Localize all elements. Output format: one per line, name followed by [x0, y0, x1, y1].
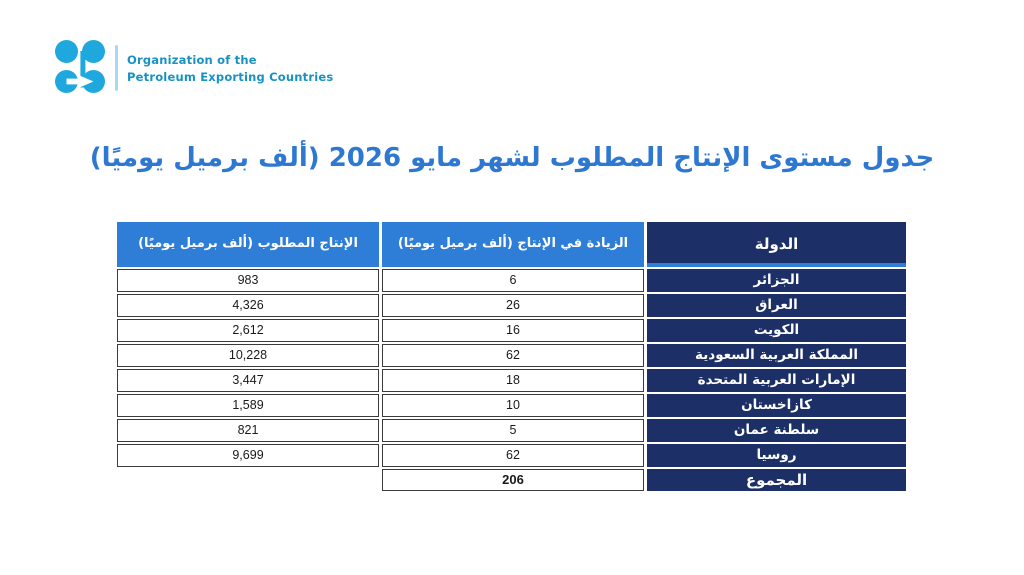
table-row-country: العراق	[647, 294, 906, 317]
table-row-increase: 26	[382, 294, 644, 317]
table-row-country: روسيا	[647, 444, 906, 467]
opec-wordmark: Organization of the Petroleum Exporting …	[127, 52, 333, 87]
table-row-country: الكويت	[647, 319, 906, 342]
header-country: الدولة	[647, 222, 906, 267]
header-required: الإنتاج المطلوب (ألف برميل يوميًا)	[117, 222, 379, 267]
table-row-country: الجزائر	[647, 269, 906, 292]
opec-wordmark-line1: Organization of the	[127, 53, 257, 67]
total-row-label: المجموع	[647, 469, 906, 491]
table-row-required: 821	[117, 419, 379, 442]
logo-divider	[115, 45, 118, 91]
opec-logo-icon	[55, 40, 105, 93]
table-row-required: 3,447	[117, 369, 379, 392]
table-row-increase: 62	[382, 444, 644, 467]
header-increase: الزيادة في الإنتاج (ألف برميل يوميًا)	[382, 222, 644, 267]
table-row-required: 983	[117, 269, 379, 292]
table-row-country: الإمارات العربية المتحدة	[647, 369, 906, 392]
table-row-increase: 5	[382, 419, 644, 442]
table-row-required: 4,326	[117, 294, 379, 317]
table-row-increase: 18	[382, 369, 644, 392]
table-row-required: 1,589	[117, 394, 379, 417]
table-row-increase: 62	[382, 344, 644, 367]
table-row-increase: 10	[382, 394, 644, 417]
total-row-increase: 206	[382, 469, 644, 491]
page-title: جدول مستوى الإنتاج المطلوب لشهر مايو 202…	[89, 143, 935, 173]
table-row-required: 2,612	[117, 319, 379, 342]
production-table: الدولة الزيادة في الإنتاج (ألف برميل يوم…	[117, 222, 906, 491]
total-row-empty-cell	[117, 469, 379, 491]
opec-logo-group: Organization of the Petroleum Exporting …	[55, 40, 333, 97]
table-row-country: كازاخستان	[647, 394, 906, 417]
table-row-country: المملكة العربية السعودية	[647, 344, 906, 367]
opec-wordmark-line2: Petroleum Exporting Countries	[127, 70, 334, 85]
table-row-country: سلطنة عمان	[647, 419, 906, 442]
table-row-required: 10,228	[117, 344, 379, 367]
table-row-increase: 16	[382, 319, 644, 342]
table-row-increase: 6	[382, 269, 644, 292]
table-row-required: 9,699	[117, 444, 379, 467]
